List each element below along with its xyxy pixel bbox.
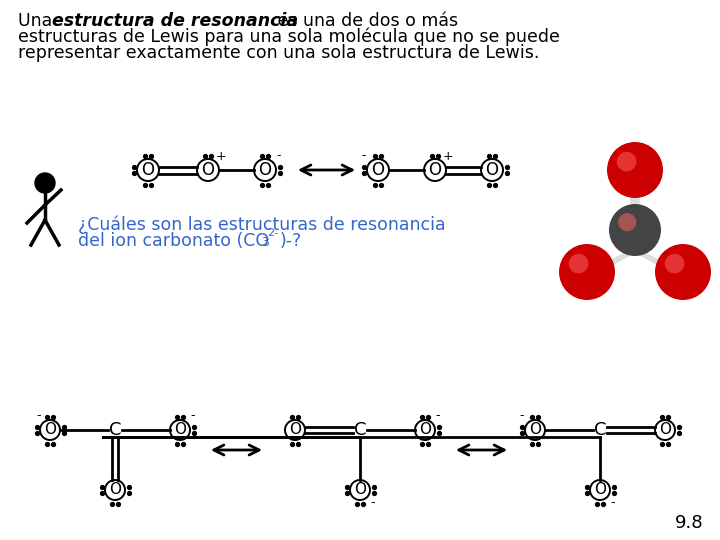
Text: 9.8: 9.8 — [675, 514, 704, 532]
Text: C: C — [594, 421, 606, 439]
Circle shape — [607, 142, 663, 198]
Circle shape — [665, 254, 685, 273]
Text: O: O — [372, 161, 384, 179]
Text: estructura de resonancia: estructura de resonancia — [52, 12, 298, 30]
Text: +: + — [443, 150, 454, 163]
Text: C: C — [354, 421, 366, 439]
Text: O: O — [174, 422, 186, 437]
Text: -: - — [37, 409, 41, 422]
Text: O: O — [354, 483, 366, 497]
Text: 2-: 2- — [267, 228, 278, 238]
Text: -: - — [276, 150, 282, 163]
Text: -: - — [436, 409, 440, 422]
Text: O: O — [202, 161, 215, 179]
Circle shape — [617, 152, 636, 171]
Text: -: - — [520, 409, 524, 422]
Text: O: O — [258, 161, 271, 179]
Text: C: C — [109, 421, 121, 439]
Text: O: O — [594, 483, 606, 497]
Text: -: - — [371, 496, 375, 510]
Text: 3: 3 — [261, 236, 269, 249]
Text: -: - — [361, 150, 366, 163]
Text: del ion carbonato (CO: del ion carbonato (CO — [78, 232, 269, 250]
Circle shape — [569, 254, 588, 273]
Text: )-?: )-? — [280, 232, 302, 250]
Circle shape — [618, 213, 636, 231]
Text: O: O — [419, 422, 431, 437]
Circle shape — [609, 204, 661, 256]
Text: O: O — [428, 161, 441, 179]
Text: O: O — [142, 161, 155, 179]
Text: -: - — [191, 409, 195, 422]
Text: O: O — [485, 161, 498, 179]
Text: O: O — [109, 483, 121, 497]
Circle shape — [35, 173, 55, 193]
Text: representar exactamente con una sola estructura de Lewis.: representar exactamente con una sola est… — [18, 44, 539, 62]
Text: O: O — [289, 422, 301, 437]
Text: O: O — [529, 422, 541, 437]
Text: O: O — [44, 422, 56, 437]
Text: O: O — [659, 422, 671, 437]
Text: +: + — [216, 150, 226, 163]
Text: estructuras de Lewis para una sola molécula que no se puede: estructuras de Lewis para una sola moléc… — [18, 28, 560, 46]
Text: ¿Cuáles son las estructuras de resonancia: ¿Cuáles son las estructuras de resonanci… — [78, 215, 446, 233]
Circle shape — [655, 244, 711, 300]
Text: -: - — [611, 496, 616, 510]
Circle shape — [559, 244, 615, 300]
Text: es una de dos o más: es una de dos o más — [272, 12, 458, 30]
Text: Una: Una — [18, 12, 58, 30]
